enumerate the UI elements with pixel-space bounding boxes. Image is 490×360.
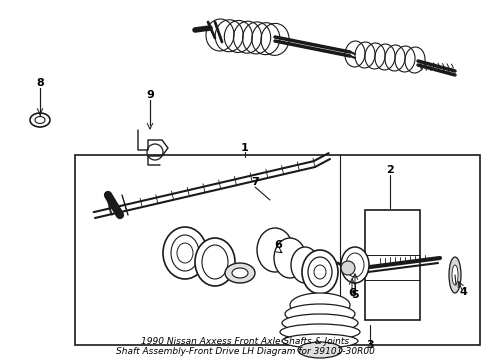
Ellipse shape [452,265,458,285]
Ellipse shape [280,324,360,340]
Ellipse shape [285,304,355,324]
Ellipse shape [449,257,461,293]
Text: 8: 8 [36,78,44,88]
Ellipse shape [257,228,293,272]
Text: 1990 Nissan Axxess Front Axle Shafts & Joints
Shaft Assembly-Front Drive LH Diag: 1990 Nissan Axxess Front Axle Shafts & J… [116,337,374,356]
Text: 6: 6 [348,288,356,298]
Ellipse shape [163,227,207,279]
Ellipse shape [195,238,235,286]
Ellipse shape [341,247,369,283]
Text: 7: 7 [251,177,259,187]
Ellipse shape [302,250,338,294]
Ellipse shape [298,342,342,358]
Bar [75,155,480,345]
Ellipse shape [341,261,355,275]
Ellipse shape [290,293,350,317]
Text: 9: 9 [146,90,154,100]
Text: 6: 6 [274,240,282,250]
Ellipse shape [282,314,358,332]
Text: 5: 5 [351,290,359,300]
Ellipse shape [274,238,306,278]
Bar [365,210,420,320]
Ellipse shape [282,334,358,348]
Ellipse shape [291,247,319,283]
Text: 1: 1 [241,143,249,153]
Text: 4: 4 [459,287,467,297]
Ellipse shape [225,263,255,283]
Text: 2: 2 [386,165,394,175]
Text: 3: 3 [366,340,374,350]
Ellipse shape [232,268,248,278]
